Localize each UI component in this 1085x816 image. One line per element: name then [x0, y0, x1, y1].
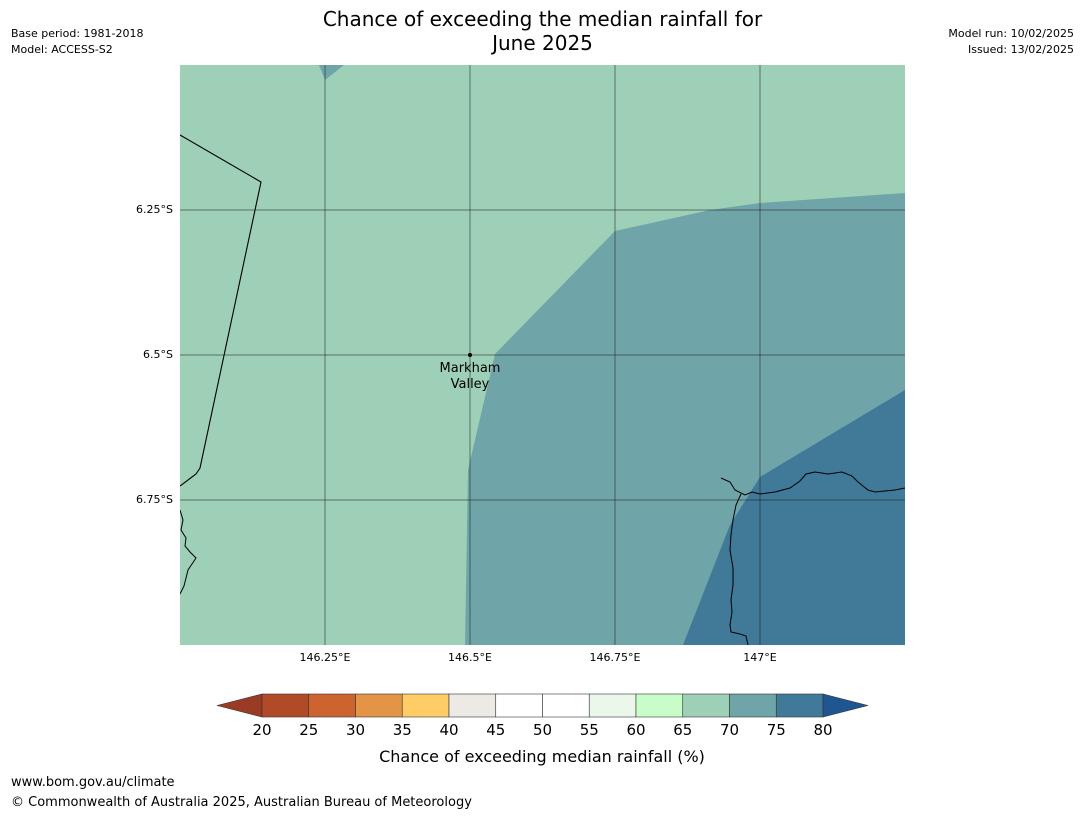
- map-area: [180, 65, 905, 645]
- colorbar: 20 25 30 35 40 45 50 55 60 65 70 75 80: [216, 693, 869, 739]
- colorbar-segment: [308, 693, 356, 718]
- colorbar-segment: [775, 693, 824, 718]
- model-run: Model run: 10/02/2025: [948, 27, 1074, 40]
- colorbar-segment: [401, 693, 450, 718]
- colorbar-segment: [542, 693, 590, 718]
- colorbar-segment: [261, 693, 310, 718]
- colorbar-segment: [682, 693, 730, 718]
- colorbar-tick-label: 60: [626, 721, 645, 739]
- coastline-west: [180, 509, 197, 595]
- meta-left: Base period: 1981-2018 Model: ACCESS-S2: [11, 26, 143, 58]
- colorbar-tick-label: 55: [580, 721, 599, 739]
- colorbar-segment: [495, 693, 543, 718]
- colorbar-tick-label: 35: [393, 721, 412, 739]
- footer-url[interactable]: www.bom.gov.au/climate: [11, 775, 175, 790]
- colorbar-segment: [355, 693, 403, 718]
- colorbar-tick-label: 30: [346, 721, 365, 739]
- issued-date: Issued: 13/02/2025: [967, 43, 1074, 56]
- meta-right: Model run: 10/02/2025 Issued: 13/02/2025: [948, 26, 1074, 58]
- colorbar-segment: [588, 693, 637, 718]
- base-period: Base period: 1981-2018: [11, 27, 144, 40]
- lon-label-146-75: 146.75°E: [590, 651, 641, 664]
- colorbar-segment: [729, 693, 777, 718]
- map-title-line1: Chance of exceeding the median rainfall …: [322, 7, 763, 31]
- place-label-line1: Markham: [440, 361, 501, 376]
- coastline-huon-gulf: [720, 471, 905, 645]
- probability-band-75-80: [683, 390, 905, 645]
- colorbar-tick-label: 25: [299, 721, 318, 739]
- colorbar-tick-label: 50: [533, 721, 552, 739]
- colorbar-tick-label: 45: [486, 721, 505, 739]
- lon-label-147: 147°E: [743, 651, 776, 664]
- model-name: Model: ACCESS-S2: [11, 43, 113, 56]
- lat-label-6-75: 6.75°S: [136, 493, 173, 506]
- place-label-line2: Valley: [451, 377, 490, 392]
- location-marker[interactable]: [468, 353, 472, 357]
- map-title: Chance of exceeding the median rainfall …: [0, 7, 1085, 55]
- lon-label-146-5: 146.5°E: [448, 651, 492, 664]
- colorbar-tick-label: 65: [673, 721, 692, 739]
- border-line: [180, 134, 262, 487]
- colorbar-segment: [635, 693, 684, 718]
- lat-label-6-25: 6.25°S: [136, 203, 173, 216]
- lat-label-6-5: 6.5°S: [143, 348, 173, 361]
- colorbar-under-arrow: [216, 693, 263, 718]
- colorbar-tick-label: 20: [252, 721, 271, 739]
- colorbar-label: Chance of exceeding median rainfall (%): [379, 747, 705, 766]
- colorbar-tick-label: 75: [767, 721, 786, 739]
- colorbar-segment: [448, 693, 497, 718]
- lon-label-146-25: 146.25°E: [300, 651, 351, 664]
- footer-copyright: © Commonwealth of Australia 2025, Austra…: [11, 795, 472, 810]
- graticule: [180, 65, 905, 645]
- colorbar-tick-label: 80: [813, 721, 832, 739]
- colorbar-tick-label: 40: [439, 721, 458, 739]
- map-title-line2: June 2025: [492, 31, 593, 55]
- colorbar-over-arrow: [822, 693, 869, 718]
- colorbar-tick-label: 70: [720, 721, 739, 739]
